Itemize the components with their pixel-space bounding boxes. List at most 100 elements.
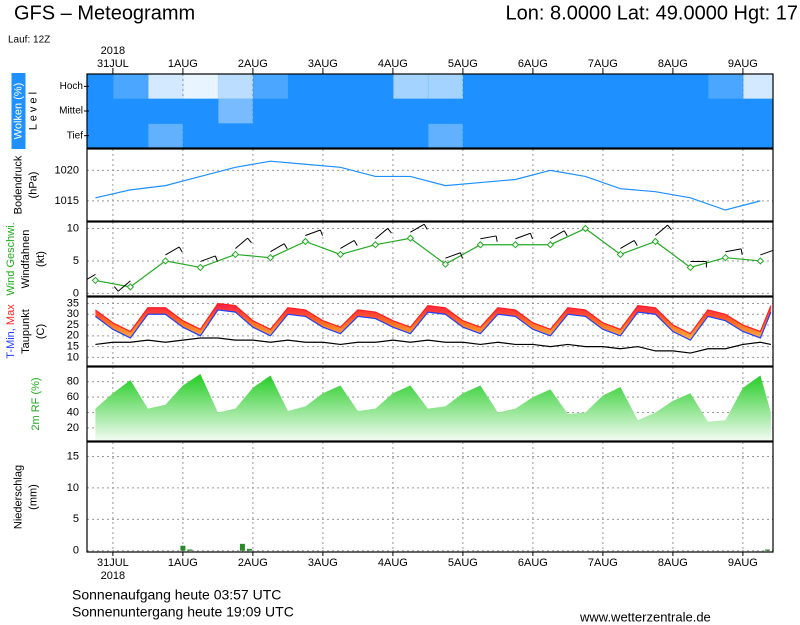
cloud-cell xyxy=(357,123,394,148)
x-tick-label: 8AUG xyxy=(658,58,688,70)
cloud-cell xyxy=(182,123,219,148)
cloud-cell xyxy=(497,98,534,124)
x-tick-label: 9AUG xyxy=(728,58,758,70)
y-tick-label: 20 xyxy=(67,422,79,434)
y-axis-label-part: Taupunkt xyxy=(20,309,32,354)
panel-border xyxy=(86,221,774,297)
wind-barb xyxy=(725,248,743,255)
year-label: 2018 xyxy=(101,45,125,57)
y-axis-label-part: 2m RF (%) xyxy=(30,377,42,430)
y-tick-label: 5 xyxy=(73,513,79,525)
cloud-cell xyxy=(252,74,289,100)
plot xyxy=(87,442,773,552)
marker xyxy=(511,241,520,249)
y-axis-label-part: Bodendruck xyxy=(12,155,24,214)
cloud-cell xyxy=(707,98,744,124)
cloud-cell xyxy=(742,74,773,100)
y-tick-label: 5 xyxy=(73,255,79,267)
y-axis-label: L e v e l xyxy=(27,92,39,130)
y-axis-label: (hPa) xyxy=(27,172,39,199)
y-tick-label: 30 xyxy=(67,308,79,320)
wind-barb xyxy=(620,240,638,249)
y-axis-label: T-Min, Max xyxy=(5,304,17,359)
marker xyxy=(231,250,240,259)
y-axis-label: Bodendruck xyxy=(12,155,24,214)
cloud-cell xyxy=(182,74,219,100)
marker xyxy=(756,257,765,265)
x-tick-label: 1AUG xyxy=(168,58,198,70)
y-axis-label: (C) xyxy=(35,324,47,339)
wind-barb xyxy=(445,252,463,259)
cloud-cell xyxy=(287,123,324,148)
y-tick-label: 15 xyxy=(67,341,79,353)
y-axis-label-part: Windfahnen xyxy=(20,230,32,289)
plot xyxy=(87,367,773,441)
cloud-cell xyxy=(637,74,674,100)
run: Lauf: 12Z xyxy=(8,35,50,46)
x-tick-label: 5AUG xyxy=(448,557,478,569)
y-axis-label-part: L e v e l xyxy=(27,92,39,130)
cloud-cell xyxy=(497,74,534,100)
y-axis-label-part: (mm) xyxy=(27,484,39,510)
cloud-cell xyxy=(112,123,149,148)
cloud-cell xyxy=(322,98,359,124)
cloud-cell xyxy=(357,74,394,100)
cloud-cell xyxy=(532,74,569,100)
cloud-cell xyxy=(462,123,499,148)
cloud-cell xyxy=(322,74,359,100)
cloud-cell xyxy=(217,74,254,100)
x-tick-label: 3AUG xyxy=(308,557,338,569)
cloud-cell xyxy=(602,98,639,124)
y-tick-label: 35 xyxy=(67,297,79,309)
cloud-cell xyxy=(427,74,464,100)
y-axis-label: 2m RF (%) xyxy=(30,377,42,430)
y-axis-label: Wolken (%) xyxy=(12,83,24,140)
sunset: Sonnenuntergang heute 19:09 UTC xyxy=(72,604,294,620)
y-axis-label: Wind Geschwi. xyxy=(5,222,17,295)
cloud-cell xyxy=(707,74,744,100)
cloud-cell xyxy=(392,98,429,124)
marker xyxy=(91,276,100,285)
panel-border xyxy=(86,366,774,442)
x-tick-label: 1AUG xyxy=(168,557,198,569)
y-tick-label: 80 xyxy=(67,376,79,388)
marker xyxy=(476,241,485,249)
temp-band xyxy=(95,303,771,341)
y-axis-label: Niederschlag xyxy=(12,465,24,529)
y-tick-label: 15 xyxy=(67,450,79,462)
y-tick-label: 10 xyxy=(67,351,79,363)
wind-barb xyxy=(375,228,392,240)
wind-barb xyxy=(87,273,96,280)
panel-border xyxy=(86,148,774,222)
bar xyxy=(246,548,252,551)
cloud-cell xyxy=(427,98,464,124)
y-tick-label: 1020 xyxy=(55,164,79,176)
cloud-cell xyxy=(462,98,499,124)
wind-barb xyxy=(515,232,533,240)
y-axis-label: Taupunkt xyxy=(20,309,32,354)
x-tick-label: 7AUG xyxy=(588,58,618,70)
cloud-cell xyxy=(147,123,184,148)
cloud-cell xyxy=(357,98,394,124)
cloud-cell xyxy=(567,98,604,124)
y-axis-label-part: Niederschlag xyxy=(12,465,24,529)
cloud-cell xyxy=(147,74,184,100)
x-tick-label: 7AUG xyxy=(588,557,618,569)
x-tick-label: 4AUG xyxy=(378,557,408,569)
y-axis-label-part: Wolken (%) xyxy=(12,83,24,140)
marker xyxy=(196,263,205,272)
cloud-cell xyxy=(672,98,709,124)
location: Lon: 8.0000 Lat: 49.0000 Hgt: 17 xyxy=(506,2,798,24)
cloud-cell xyxy=(287,98,324,124)
y-tick-label: 20 xyxy=(67,330,79,342)
wind-barb xyxy=(480,235,498,242)
cloud-cell xyxy=(112,74,149,100)
sunrise: Sonnenaufgang heute 03:57 UTC xyxy=(72,587,281,603)
x-tick-label: 6AUG xyxy=(518,58,548,70)
marker xyxy=(441,260,450,268)
line xyxy=(95,160,761,211)
cloud-cell xyxy=(637,123,674,148)
year-label: 2018 xyxy=(101,570,125,582)
x-tick-label: 4AUG xyxy=(378,58,408,70)
